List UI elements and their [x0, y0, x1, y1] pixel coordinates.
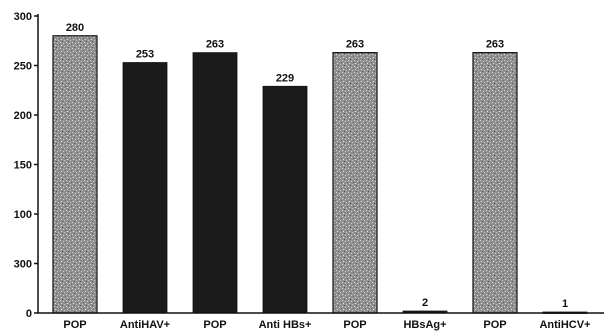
bar-value-label: 2: [422, 297, 428, 309]
bars: [52, 35, 588, 314]
y-tick-label: 150: [14, 160, 32, 172]
bar: [192, 52, 238, 314]
bar: [122, 62, 168, 314]
value-labels: 280 253 263 229 263 2 263 1: [66, 22, 568, 310]
category-label: POP: [63, 319, 86, 331]
y-tick-label: 250: [14, 61, 32, 73]
y-axis-ticks: 0 300 100 150 200 250 300: [14, 11, 38, 320]
bar: [472, 52, 518, 314]
bar-value-label: 263: [486, 39, 504, 51]
category-label: POP: [343, 319, 366, 331]
category-labels: POP AntiHAV+ POP Anti HBs+ POP HBsAg+ POP AntiH…: [63, 319, 590, 331]
y-tick-label: 200: [14, 110, 32, 122]
category-label: AntiHAV+: [120, 319, 170, 331]
category-label: POP: [203, 319, 226, 331]
bar-value-label: 280: [66, 22, 84, 34]
category-label: POP: [483, 319, 506, 331]
bar-value-label: 1: [562, 298, 568, 310]
y-tick-label: 100: [14, 209, 32, 221]
y-tick-label: 0: [26, 308, 32, 320]
bar: [52, 35, 98, 314]
bar-value-label: 229: [276, 72, 294, 84]
category-label: Anti HBs+: [259, 319, 312, 331]
bar: [332, 52, 378, 314]
bar: [262, 85, 308, 314]
y-tick-label: 300: [14, 259, 32, 271]
category-label: HBsAg+: [403, 319, 446, 331]
bar-value-label: 253: [136, 49, 154, 61]
bar-value-label: 263: [206, 39, 224, 51]
y-tick-label: 300: [14, 11, 32, 23]
bar-value-label: 263: [346, 39, 364, 51]
category-label: AntiHCV+: [539, 319, 590, 331]
